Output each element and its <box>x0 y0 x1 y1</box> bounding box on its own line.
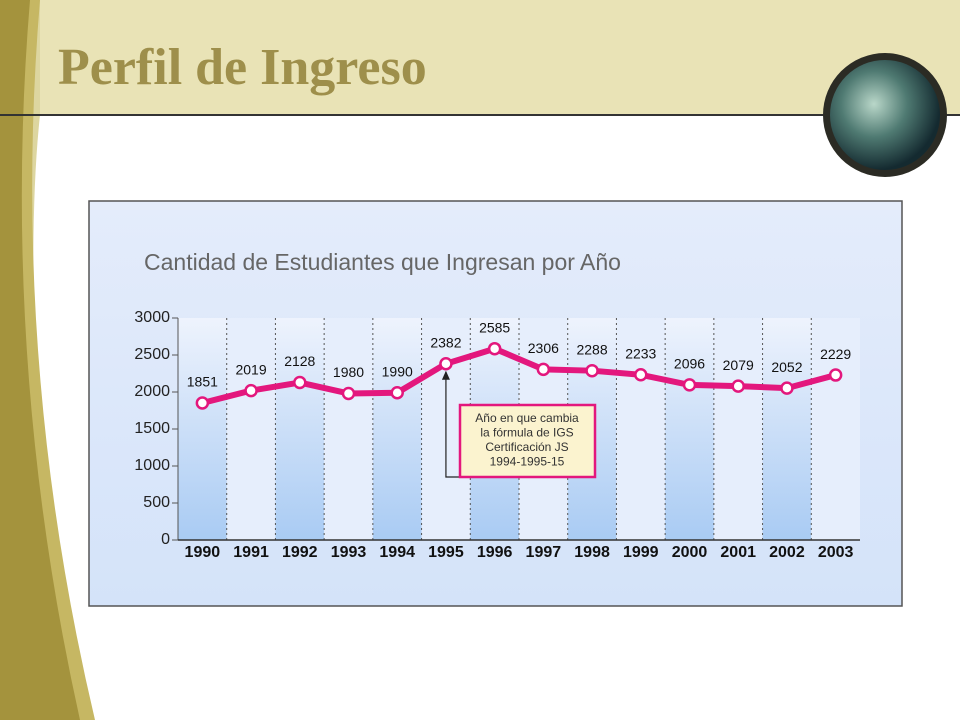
x-tick-label: 1995 <box>428 544 464 561</box>
x-tick-label: 1996 <box>477 544 513 561</box>
column-band <box>178 318 227 540</box>
column-band <box>226 318 276 540</box>
data-point <box>780 381 794 395</box>
data-label: 2306 <box>528 340 559 356</box>
y-tick-label: 1000 <box>134 457 170 474</box>
swoosh-dark <box>0 0 80 720</box>
data-point <box>828 368 843 382</box>
x-tick-label: 2002 <box>769 544 805 561</box>
data-point <box>195 396 210 410</box>
x-tick-label: 2003 <box>818 544 854 561</box>
data-point <box>293 375 307 390</box>
data-label: 2585 <box>479 319 510 335</box>
column-band <box>275 318 325 540</box>
x-tick-label: 1997 <box>526 544 562 561</box>
column-band <box>762 318 812 540</box>
data-point <box>731 379 745 393</box>
column-band <box>811 318 860 540</box>
data-line <box>201 345 837 406</box>
column-band <box>372 318 422 540</box>
data-point <box>536 362 551 377</box>
data-label: 2096 <box>674 356 705 372</box>
data-point <box>439 356 453 371</box>
data-label: 2079 <box>723 357 754 373</box>
x-tick-label: 1999 <box>623 544 659 561</box>
x-tick-label: 1990 <box>185 544 221 561</box>
data-point <box>634 368 648 382</box>
annotation-line: Certificación JS <box>485 440 568 454</box>
y-tick-label: 2000 <box>134 383 170 400</box>
data-point <box>390 385 404 400</box>
data-label: 2128 <box>284 353 315 369</box>
x-tick-label: 1994 <box>379 544 415 561</box>
arrow-head <box>441 370 450 380</box>
column-band <box>665 318 714 540</box>
column-band <box>713 318 763 540</box>
plot: 0 500 1000 1500 2000 2500 3000 1990 1991 1992 1993… <box>134 309 860 561</box>
data-label: 1990 <box>382 363 413 379</box>
y-tick-label: 500 <box>143 494 170 511</box>
data-label: 2233 <box>625 345 656 361</box>
slide-title: Perfil de Ingreso <box>58 39 427 96</box>
y-tick-label: 0 <box>161 531 170 548</box>
data-label: 1851 <box>187 374 218 390</box>
annotation-line: la fórmula de IGS <box>480 426 573 440</box>
annotation-arrow <box>445 371 460 478</box>
y-tick-label: 2500 <box>134 346 170 363</box>
chart-title: Cantidad de Estudiantes que Ingresan por… <box>144 249 621 275</box>
x-tick-label: 1998 <box>574 544 610 561</box>
x-tick-label: 1993 <box>331 544 367 561</box>
header-band <box>40 0 960 115</box>
x-tick-label: 2001 <box>720 544 756 561</box>
data-label: 2382 <box>430 334 461 350</box>
column-band <box>324 318 373 540</box>
data-point <box>585 363 599 378</box>
data-point <box>244 383 258 398</box>
x-tick-label: 1992 <box>282 544 318 561</box>
annotation-line: 1994-1995-15 <box>490 455 565 469</box>
data-point <box>341 386 356 401</box>
data-point <box>682 378 697 392</box>
x-tick-label: 2000 <box>672 544 708 561</box>
y-tick-label: 1500 <box>134 420 170 437</box>
column-band <box>616 318 666 540</box>
data-label: 2229 <box>820 346 851 362</box>
data-point <box>487 341 502 356</box>
data-label: 2019 <box>235 361 266 377</box>
data-label: 1980 <box>333 364 364 380</box>
data-label: 2288 <box>576 341 607 357</box>
x-tick-label: 1991 <box>233 544 269 561</box>
annotation-box <box>458 403 597 479</box>
y-tick-label: 3000 <box>134 309 170 326</box>
data-label: 2052 <box>771 359 802 375</box>
annotation-line: Año en que cambia <box>475 411 579 425</box>
globe <box>830 60 940 170</box>
